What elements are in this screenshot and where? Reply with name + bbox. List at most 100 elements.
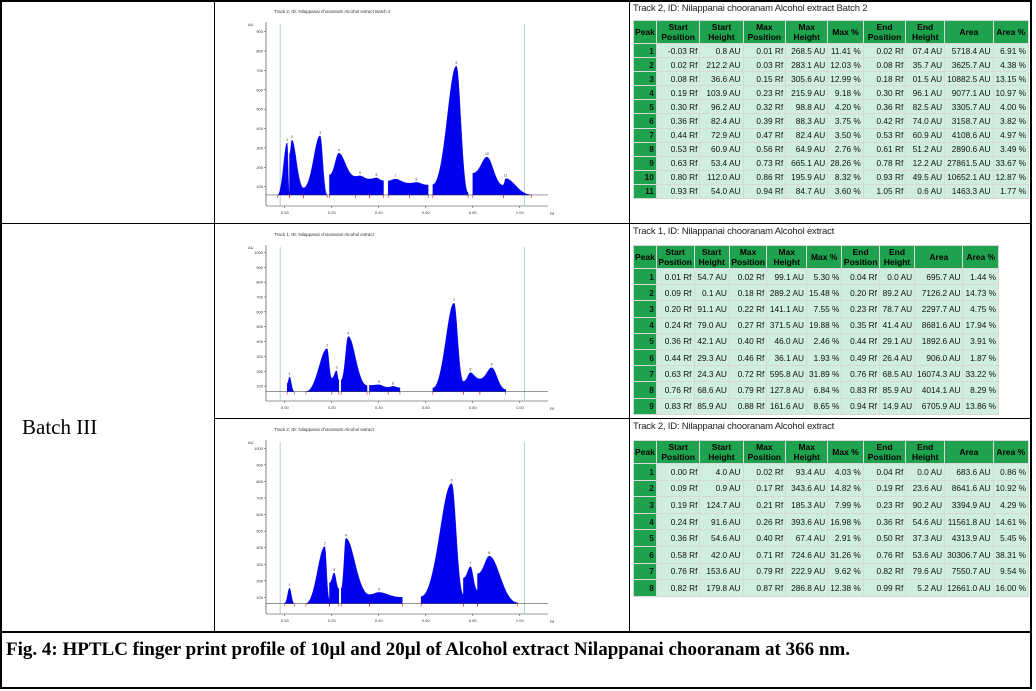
- table-cell: 51.2 AU: [906, 142, 945, 156]
- table-cell: 0.82 Rf: [656, 580, 700, 596]
- table-cell: 371.5 AU: [767, 317, 806, 333]
- table-cell: 0.86 %: [993, 464, 1028, 480]
- table-cell: 0.79 Rf: [743, 563, 786, 580]
- column-header: Max Position: [729, 246, 767, 268]
- peak-11: [503, 178, 532, 196]
- table-cell: 42.0 AU: [700, 546, 743, 563]
- table-row: 8 0.53 Rf 60.9 AU 0.56 Rf 64.9 AU 2.76 % 0.61 …: [634, 142, 1028, 156]
- table-cell: 12.87 %: [993, 170, 1028, 184]
- peak-number-cell: 4: [634, 513, 656, 530]
- table-row: 1 0.01 Rf 54.7 AU 0.02 Rf 99.1 AU 5.30 % 0.04 …: [634, 269, 998, 285]
- peak-label: 6: [451, 478, 453, 482]
- column-header: End Height: [879, 246, 915, 268]
- peak-table: Peak Start Position Start Height Max Positi…: [633, 20, 1029, 200]
- table-cell: 33.22 %: [963, 366, 998, 382]
- table-row: 9 0.83 Rf 85.9 AU 0.88 Rf 161.6 AU 8.65 % 0.94…: [634, 398, 998, 414]
- table-cell: 0.19 Rf: [656, 86, 700, 100]
- table-cell: 286.8 AU: [786, 580, 828, 596]
- table-cell: 13.86 %: [963, 398, 998, 414]
- column-header: End Height: [906, 21, 945, 43]
- table-cell: 3305.7 AU: [945, 100, 993, 114]
- table-cell: 0.46 Rf: [729, 349, 767, 366]
- peak-table: Peak Start Position Start Height Max Positi…: [633, 440, 1029, 597]
- x-tick-label: 0.80: [469, 405, 478, 410]
- table-cell: 3158.7 AU: [945, 114, 993, 128]
- peak-number-cell: 3: [634, 497, 656, 513]
- table-cell: 6.84 %: [806, 382, 842, 398]
- table-cell: 12.38 %: [828, 580, 863, 596]
- table-cell: 0.44 Rf: [842, 333, 879, 349]
- table-cell: 29.1 AU: [879, 333, 915, 349]
- table-cell: 42.1 AU: [694, 333, 729, 349]
- y-tick-label: 300: [256, 562, 263, 567]
- y-tick-label: 500: [256, 529, 263, 534]
- table-row: 7 0.63 Rf 24.3 AU 0.72 Rf 595.8 AU 31.89 % 0.7…: [634, 366, 998, 382]
- table-row: 5 0.36 Rf 54.6 AU 0.40 Rf 67.4 AU 2.91 % 0.50 …: [634, 530, 1028, 546]
- peak-label: 8: [469, 368, 471, 372]
- table-cell: 0.17 Rf: [743, 480, 786, 497]
- table-cell: 72.9 AU: [700, 128, 743, 142]
- table-cell: 82.4 AU: [700, 114, 743, 128]
- table-cell: 88.3 AU: [786, 114, 828, 128]
- peak-label: 4: [345, 533, 347, 537]
- table-cell: 141.1 AU: [767, 301, 806, 317]
- peak-4: [329, 152, 356, 196]
- peak-number-cell: 3: [634, 301, 656, 317]
- y-unit-label: AU: [248, 440, 254, 445]
- x-tick-label: 0.00: [281, 405, 290, 410]
- peak-number-cell: 8: [634, 142, 656, 156]
- column-header: End Position: [842, 246, 879, 268]
- table-cell: 49.5 AU: [906, 170, 945, 184]
- table-cell: 127.8 AU: [767, 382, 806, 398]
- table-row: 2 0.02 Rf 212.2 AU 0.03 Rf 283.1 AU 12.03 % 0.…: [634, 58, 1028, 72]
- column-header: Start Height: [700, 441, 743, 463]
- table-row: 6 0.36 Rf 82.4 AU 0.39 Rf 88.3 AU 3.75 % 0.42 …: [634, 114, 1028, 128]
- table-cell: 3.49 %: [993, 142, 1028, 156]
- table-cell: 7126.2 AU: [915, 285, 963, 301]
- table-cell: 4.97 %: [993, 128, 1028, 142]
- table-cell: 82.4 AU: [786, 128, 828, 142]
- table-cell: 0.83 Rf: [842, 382, 879, 398]
- column-header: Max %: [828, 21, 863, 43]
- table-cell: 4.0 AU: [700, 464, 743, 480]
- y-tick-label: 300: [256, 354, 263, 359]
- y-tick-label: 600: [256, 87, 263, 92]
- column-header: Area: [915, 246, 963, 268]
- table-cell: 6.91 %: [993, 44, 1028, 58]
- table-cell: 0.02 Rf: [729, 269, 767, 285]
- table-cell: 29.3 AU: [694, 349, 729, 366]
- x-tick-label: 0.40: [375, 210, 384, 215]
- table-cell: 0.02 Rf: [863, 44, 906, 58]
- table-cell: 0.78 Rf: [863, 156, 906, 170]
- table-title: Track 2, ID: Nilappanai chooranam Alcoho…: [633, 3, 868, 14]
- peak-number-cell: 1: [634, 44, 656, 58]
- table-cell: 1.44 %: [963, 269, 998, 285]
- table-cell: 64.9 AU: [786, 142, 828, 156]
- table-cell: 724.6 AU: [786, 546, 828, 563]
- table-cell: 0.56 Rf: [743, 142, 786, 156]
- peak-label: 1: [289, 372, 291, 376]
- table-cell: 60.9 AU: [906, 128, 945, 142]
- peak-number-cell: 2: [634, 58, 656, 72]
- table-cell: 12.99 %: [828, 72, 863, 86]
- table-cell: 0.36 Rf: [656, 530, 700, 546]
- y-tick-label: 1000: [254, 446, 264, 451]
- table-cell: 8641.6 AU: [945, 480, 993, 497]
- y-tick-label: 600: [256, 512, 263, 517]
- peak-2: [305, 348, 332, 392]
- table-cell: 0.30 Rf: [656, 100, 700, 114]
- table-cell: 35.7 AU: [906, 58, 945, 72]
- table-cell: 14.73 %: [963, 285, 998, 301]
- y-tick-label: 700: [256, 68, 263, 73]
- table-cell: 0.87 Rf: [743, 580, 786, 596]
- table-cell: 0.26 Rf: [743, 513, 786, 530]
- table-cell: 1892.6 AU: [915, 333, 963, 349]
- table-cell: 6705.9 AU: [915, 398, 963, 414]
- table-cell: 0.82 Rf: [863, 563, 906, 580]
- table-cell: 595.8 AU: [767, 366, 806, 382]
- table-cell: 695.7 AU: [915, 269, 963, 285]
- table-cell: 36.6 AU: [700, 72, 743, 86]
- peak-9: [479, 367, 506, 392]
- table-cell: 93.4 AU: [786, 464, 828, 480]
